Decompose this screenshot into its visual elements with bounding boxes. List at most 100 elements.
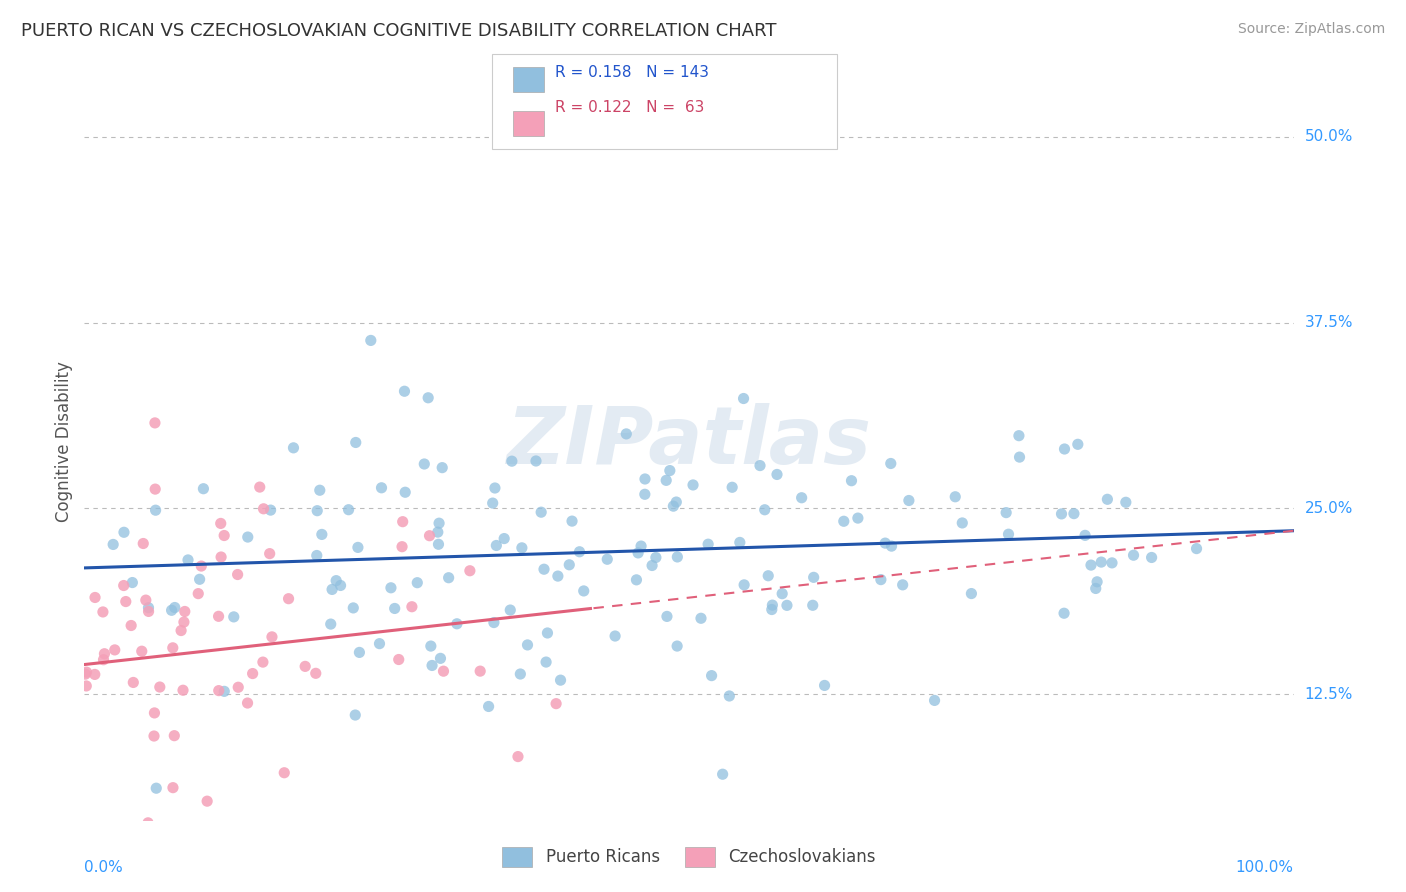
Point: [162, 780, 184, 795]
Point: [173, 605, 195, 619]
Point: [1084, 582, 1107, 596]
Point: [897, 493, 920, 508]
Point: [195, 794, 218, 808]
Point: [509, 667, 531, 681]
Point: [308, 483, 330, 498]
Point: [516, 638, 538, 652]
Point: [524, 454, 547, 468]
Point: [319, 617, 342, 632]
Point: [478, 699, 501, 714]
Point: [1063, 507, 1085, 521]
Point: [138, 600, 160, 615]
Point: [347, 541, 370, 555]
Point: [427, 537, 450, 551]
Point: [813, 678, 835, 692]
Point: [770, 587, 793, 601]
Point: [481, 496, 503, 510]
Point: [344, 708, 367, 723]
Point: [950, 516, 973, 530]
Point: [733, 578, 755, 592]
Point: [658, 464, 681, 478]
Point: [252, 655, 274, 669]
Point: [801, 599, 824, 613]
Point: [880, 539, 903, 553]
Point: [84, 591, 107, 605]
Point: [429, 651, 451, 665]
Point: [655, 609, 678, 624]
Point: [634, 472, 657, 486]
Point: [790, 491, 813, 505]
Point: [728, 535, 751, 549]
Point: [337, 502, 360, 516]
Point: [368, 637, 391, 651]
Point: [572, 583, 595, 598]
Point: [484, 481, 506, 495]
Point: [943, 490, 966, 504]
Point: [121, 575, 143, 590]
Point: [924, 693, 946, 707]
Point: [101, 537, 124, 551]
Point: [120, 618, 142, 632]
Point: [718, 689, 741, 703]
Point: [418, 529, 440, 543]
Point: [536, 626, 558, 640]
Point: [1090, 555, 1112, 569]
Point: [283, 441, 305, 455]
Point: [143, 482, 166, 496]
Point: [242, 666, 264, 681]
Point: [891, 578, 914, 592]
Point: [596, 552, 619, 566]
Point: [360, 334, 382, 348]
Point: [499, 603, 522, 617]
Point: [534, 655, 557, 669]
Point: [666, 549, 689, 564]
Point: [1053, 606, 1076, 620]
Point: [112, 525, 135, 540]
Point: [995, 506, 1018, 520]
Point: [259, 547, 281, 561]
Point: [145, 503, 167, 517]
Text: 12.5%: 12.5%: [1305, 687, 1353, 702]
Point: [236, 696, 259, 710]
Point: [153, 829, 176, 843]
Text: 37.5%: 37.5%: [1305, 315, 1353, 330]
Point: [153, 829, 176, 843]
Point: [277, 591, 299, 606]
Point: [135, 593, 157, 607]
Text: PUERTO RICAN VS CZECHOSLOVAKIAN COGNITIVE DISABILITY CORRELATION CHART: PUERTO RICAN VS CZECHOSLOVAKIAN COGNITIV…: [21, 22, 776, 40]
Point: [190, 559, 212, 574]
Point: [1008, 428, 1031, 442]
Point: [112, 578, 135, 592]
Point: [93, 653, 115, 667]
Point: [1122, 548, 1144, 562]
Point: [470, 664, 492, 678]
Point: [311, 527, 333, 541]
Point: [870, 573, 893, 587]
Point: [209, 549, 232, 564]
Point: [132, 536, 155, 550]
Text: 0.0%: 0.0%: [84, 860, 124, 874]
Point: [75, 679, 97, 693]
Point: [305, 666, 328, 681]
Point: [803, 570, 825, 584]
Point: [187, 587, 209, 601]
Point: [170, 624, 193, 638]
Point: [756, 568, 779, 582]
Point: [131, 644, 153, 658]
Point: [342, 601, 364, 615]
Point: [641, 558, 664, 573]
Point: [655, 474, 678, 488]
Point: [458, 564, 481, 578]
Point: [349, 645, 371, 659]
Point: [418, 391, 440, 405]
Point: [437, 571, 460, 585]
Point: [721, 480, 744, 494]
Text: R = 0.122   N =  63: R = 0.122 N = 63: [555, 100, 704, 115]
Point: [427, 516, 450, 531]
Y-axis label: Cognitive Disability: Cognitive Disability: [55, 361, 73, 522]
Point: [1101, 556, 1123, 570]
Point: [259, 503, 281, 517]
Point: [380, 581, 402, 595]
Point: [160, 603, 183, 617]
Point: [665, 495, 688, 509]
